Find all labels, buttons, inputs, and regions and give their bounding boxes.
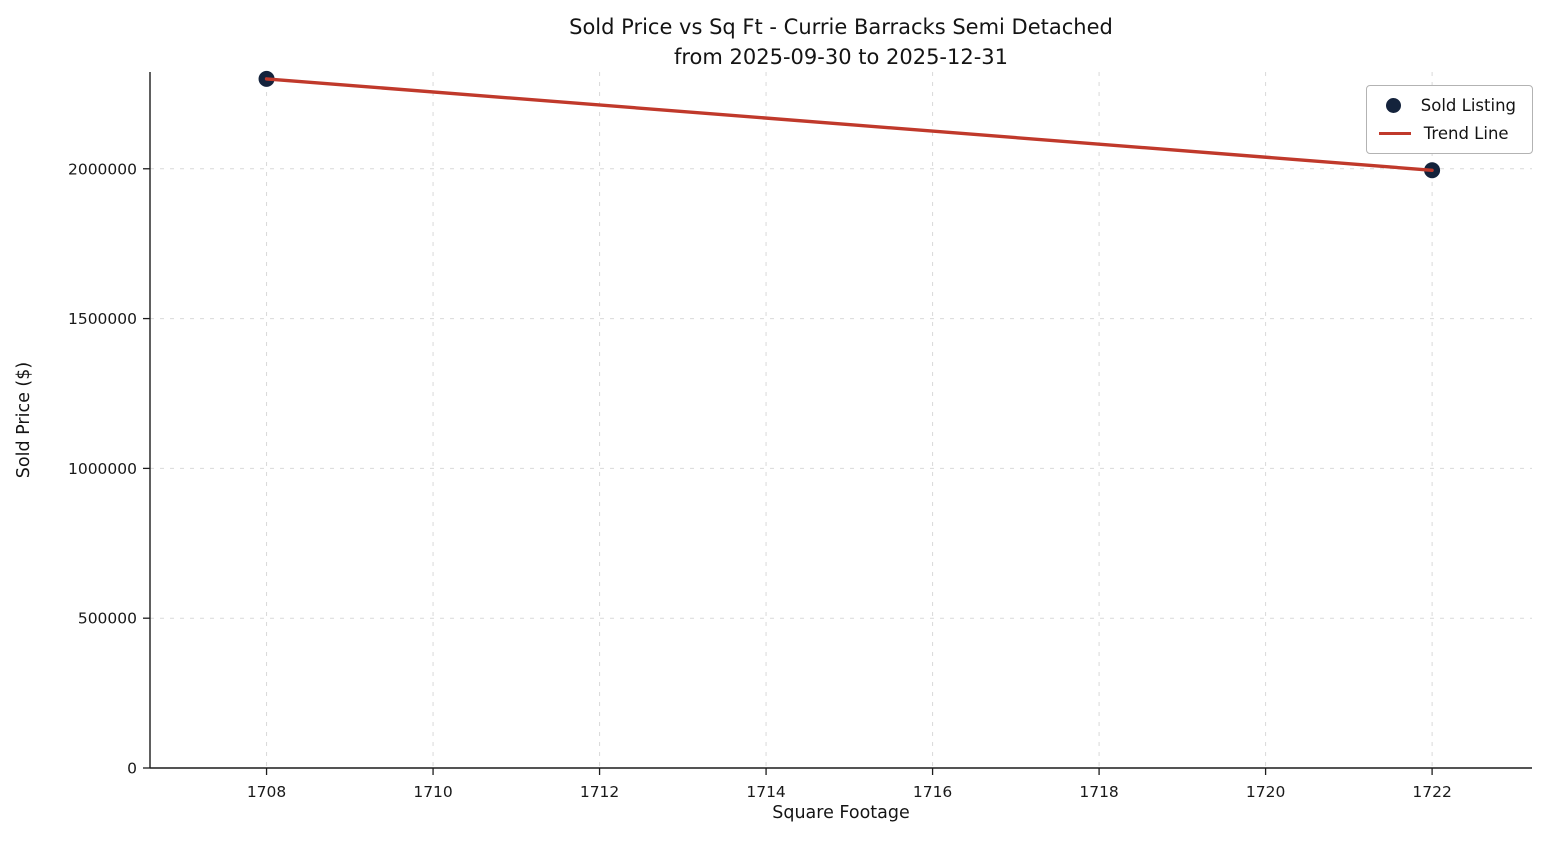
legend-label-trend-line: Trend Line <box>1423 124 1509 143</box>
y-tick-label: 0 <box>127 760 137 778</box>
chart-subtitle: from 2025-09-30 to 2025-12-31 <box>673 45 1009 69</box>
x-tick-label: 1714 <box>746 783 785 801</box>
sold-listing-marker-icon <box>1385 98 1401 113</box>
trend-line-marker-icon <box>1378 132 1411 135</box>
x-tick-label: 1710 <box>413 783 452 801</box>
x-tick-label: 1720 <box>1246 783 1285 801</box>
x-tick-label: 1718 <box>1079 783 1118 801</box>
y-tick-label: 1000000 <box>68 460 137 478</box>
chart-title-block: Sold Price vs Sq Ft - Currie Barracks Se… <box>150 12 1532 72</box>
x-tick-label: 1722 <box>1412 783 1451 801</box>
chart-title: Sold Price vs Sq Ft - Currie Barracks Se… <box>569 15 1113 39</box>
x-tick-label: 1716 <box>913 783 952 801</box>
x-axis-label: Square Footage <box>772 803 910 823</box>
y-tick-label: 500000 <box>78 610 137 628</box>
y-tick-label: 2000000 <box>68 160 137 178</box>
trend-line <box>264 77 1434 172</box>
y-tick-label: 1500000 <box>68 310 137 328</box>
x-tick-label: 1708 <box>247 783 286 801</box>
legend-item-sold-listing: Sold Listing <box>1379 96 1516 115</box>
legend-item-trend-line: Trend Line <box>1378 124 1516 143</box>
legend: Sold Listing Trend Line <box>1365 85 1533 154</box>
legend-label-sold-listing: Sold Listing <box>1420 96 1516 115</box>
x-tick-label: 1712 <box>580 783 619 801</box>
